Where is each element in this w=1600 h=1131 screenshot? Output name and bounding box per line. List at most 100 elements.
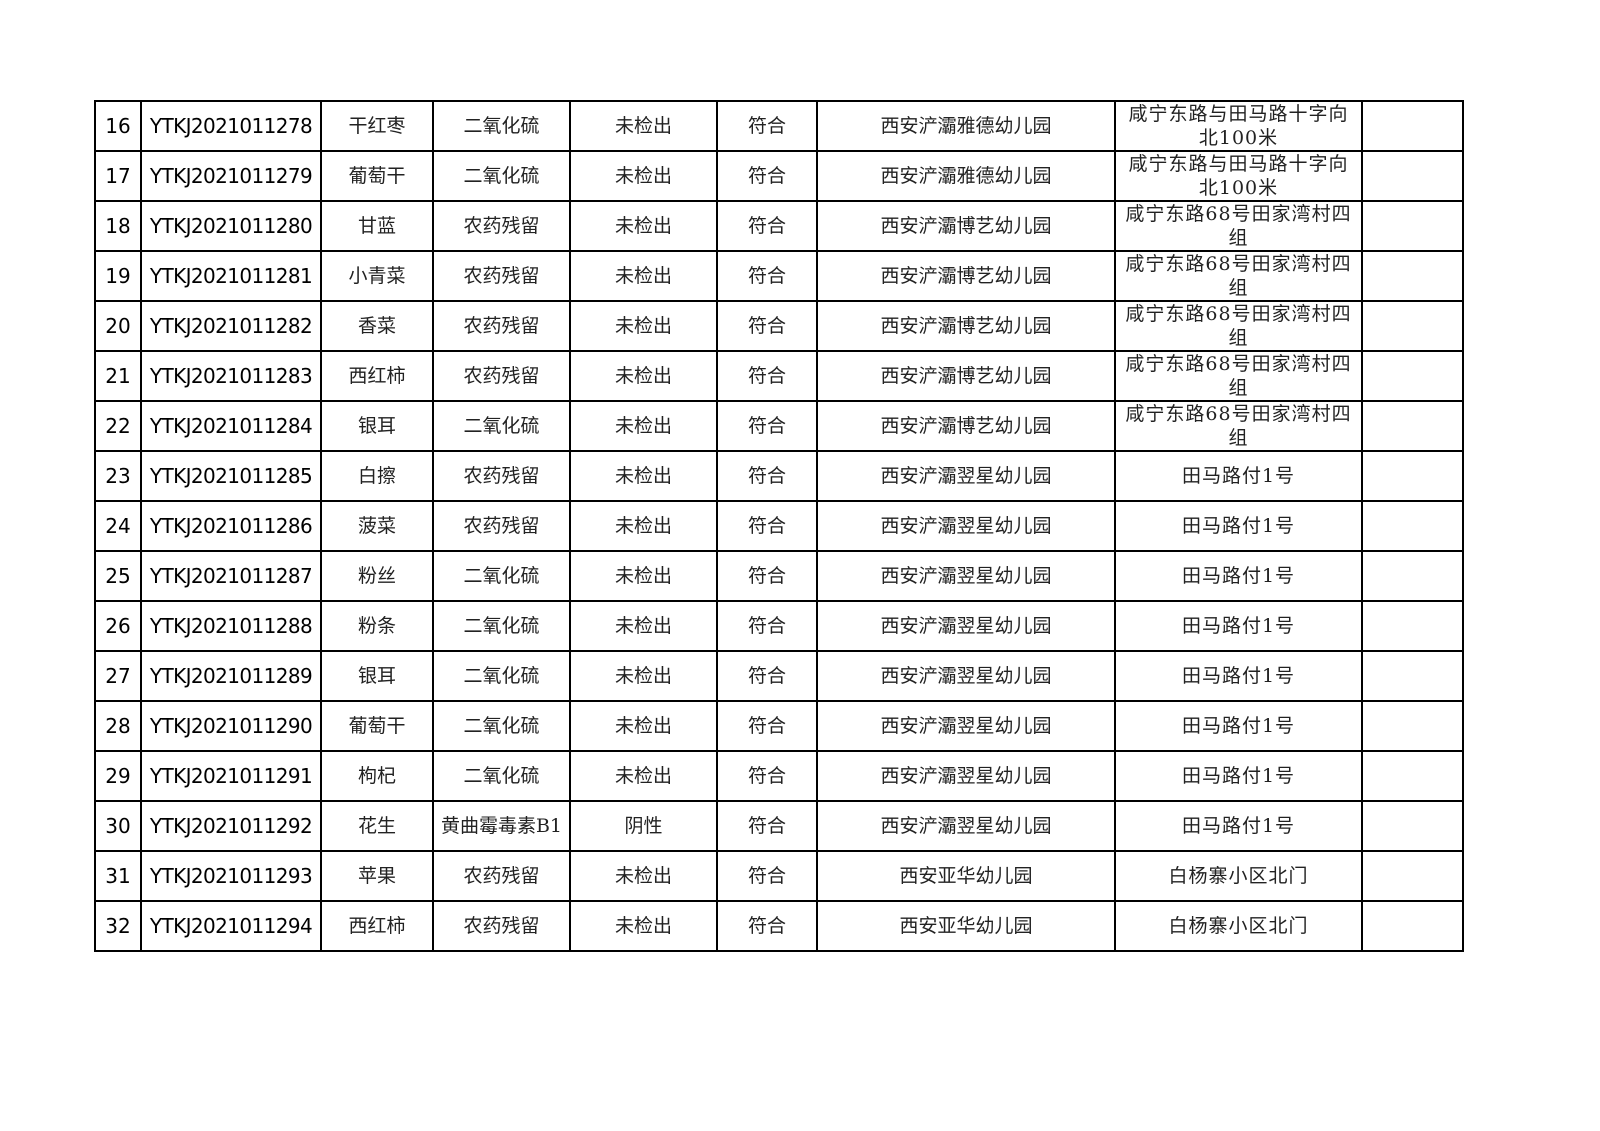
- inspection-results-table: 16 YTKJ2021011278 干红枣 二氧化硫 未检出 符合 西安浐灞雅德幼儿园 咸宁东…: [94, 100, 1464, 952]
- sample-name-cell: 菠菜: [320, 500, 434, 552]
- unit-address-cell: 田马路付1号: [1114, 500, 1363, 552]
- remark-cell: [1361, 600, 1464, 652]
- table-row: 30 YTKJ2021011292 花生 黄曲霉毒素B1 阴性 符合 西安浐灞翌星幼儿园 田马…: [94, 800, 1464, 852]
- sample-name-cell: 香菜: [320, 300, 434, 352]
- sample-code-cell: YTKJ2021011279: [140, 150, 322, 202]
- sampled-unit-cell: 西安浐灞博艺幼儿园: [816, 250, 1116, 302]
- sample-name-cell: 葡萄干: [320, 150, 434, 202]
- test-item-cell: 二氧化硫: [432, 700, 571, 752]
- remark-cell: [1361, 300, 1464, 352]
- row-number-cell: 28: [94, 700, 142, 752]
- test-result-cell: 未检出: [569, 350, 718, 402]
- sample-name-cell: 粉丝: [320, 550, 434, 602]
- unit-address-cell: 白杨寨小区北门: [1114, 850, 1363, 902]
- test-result-cell: 阴性: [569, 800, 718, 852]
- table-row: 23 YTKJ2021011285 白擦 农药残留 未检出 符合 西安浐灞翌星幼儿园 田马路付…: [94, 450, 1464, 502]
- judgment-cell: 符合: [716, 150, 818, 202]
- test-item-cell: 二氧化硫: [432, 550, 571, 602]
- remark-cell: [1361, 100, 1464, 152]
- sample-code-cell: YTKJ2021011283: [140, 350, 322, 402]
- judgment-cell: 符合: [716, 850, 818, 902]
- sampled-unit-cell: 西安浐灞博艺幼儿园: [816, 350, 1116, 402]
- test-result-cell: 未检出: [569, 750, 718, 802]
- sample-code-cell: YTKJ2021011284: [140, 400, 322, 452]
- sample-name-cell: 枸杞: [320, 750, 434, 802]
- remark-cell: [1361, 150, 1464, 202]
- test-item-cell: 二氧化硫: [432, 650, 571, 702]
- judgment-cell: 符合: [716, 450, 818, 502]
- judgment-cell: 符合: [716, 900, 818, 952]
- sample-code-cell: YTKJ2021011280: [140, 200, 322, 252]
- judgment-cell: 符合: [716, 200, 818, 252]
- judgment-cell: 符合: [716, 400, 818, 452]
- table-row: 32 YTKJ2021011294 西红柿 农药残留 未检出 符合 西安亚华幼儿园 白杨寨小区…: [94, 900, 1464, 952]
- sample-code-cell: YTKJ2021011294: [140, 900, 322, 952]
- sample-code-cell: YTKJ2021011291: [140, 750, 322, 802]
- remark-cell: [1361, 550, 1464, 602]
- sample-code-cell: YTKJ2021011292: [140, 800, 322, 852]
- table-row: 24 YTKJ2021011286 菠菜 农药残留 未检出 符合 西安浐灞翌星幼儿园 田马路付…: [94, 500, 1464, 552]
- sampled-unit-cell: 西安浐灞翌星幼儿园: [816, 750, 1116, 802]
- row-number-cell: 17: [94, 150, 142, 202]
- test-result-cell: 未检出: [569, 700, 718, 752]
- sampled-unit-cell: 西安浐灞翌星幼儿园: [816, 500, 1116, 552]
- sampled-unit-cell: 西安浐灞雅德幼儿园: [816, 150, 1116, 202]
- unit-address-cell: 咸宁东路与田马路十字向北100米: [1114, 100, 1363, 152]
- sample-name-cell: 小青菜: [320, 250, 434, 302]
- test-item-cell: 黄曲霉毒素B1: [432, 800, 571, 852]
- test-item-cell: 二氧化硫: [432, 150, 571, 202]
- sampled-unit-cell: 西安浐灞博艺幼儿园: [816, 400, 1116, 452]
- judgment-cell: 符合: [716, 650, 818, 702]
- table-row: 16 YTKJ2021011278 干红枣 二氧化硫 未检出 符合 西安浐灞雅德幼儿园 咸宁东…: [94, 100, 1464, 152]
- test-result-cell: 未检出: [569, 150, 718, 202]
- sampled-unit-cell: 西安浐灞翌星幼儿园: [816, 650, 1116, 702]
- sample-code-cell: YTKJ2021011286: [140, 500, 322, 552]
- judgment-cell: 符合: [716, 600, 818, 652]
- remark-cell: [1361, 450, 1464, 502]
- sampled-unit-cell: 西安浐灞博艺幼儿园: [816, 300, 1116, 352]
- test-result-cell: 未检出: [569, 850, 718, 902]
- table-row: 25 YTKJ2021011287 粉丝 二氧化硫 未检出 符合 西安浐灞翌星幼儿园 田马路付…: [94, 550, 1464, 602]
- sampled-unit-cell: 西安浐灞翌星幼儿园: [816, 450, 1116, 502]
- test-item-cell: 二氧化硫: [432, 100, 571, 152]
- sample-name-cell: 粉条: [320, 600, 434, 652]
- test-item-cell: 二氧化硫: [432, 400, 571, 452]
- remark-cell: [1361, 500, 1464, 552]
- unit-address-cell: 咸宁东路68号田家湾村四组: [1114, 250, 1363, 302]
- sample-name-cell: 银耳: [320, 650, 434, 702]
- unit-address-cell: 咸宁东路68号田家湾村四组: [1114, 300, 1363, 352]
- sample-name-cell: 甘蓝: [320, 200, 434, 252]
- row-number-cell: 21: [94, 350, 142, 402]
- judgment-cell: 符合: [716, 550, 818, 602]
- sampled-unit-cell: 西安浐灞翌星幼儿园: [816, 800, 1116, 852]
- row-number-cell: 25: [94, 550, 142, 602]
- row-number-cell: 31: [94, 850, 142, 902]
- test-item-cell: 农药残留: [432, 300, 571, 352]
- test-result-cell: 未检出: [569, 200, 718, 252]
- row-number-cell: 22: [94, 400, 142, 452]
- sample-name-cell: 苹果: [320, 850, 434, 902]
- test-result-cell: 未检出: [569, 250, 718, 302]
- sample-code-cell: YTKJ2021011293: [140, 850, 322, 902]
- row-number-cell: 23: [94, 450, 142, 502]
- sample-name-cell: 花生: [320, 800, 434, 852]
- test-result-cell: 未检出: [569, 500, 718, 552]
- unit-address-cell: 咸宁东路68号田家湾村四组: [1114, 350, 1363, 402]
- test-result-cell: 未检出: [569, 300, 718, 352]
- table-row: 19 YTKJ2021011281 小青菜 农药残留 未检出 符合 西安浐灞博艺幼儿园 咸宁东…: [94, 250, 1464, 302]
- judgment-cell: 符合: [716, 800, 818, 852]
- sample-code-cell: YTKJ2021011282: [140, 300, 322, 352]
- test-item-cell: 二氧化硫: [432, 600, 571, 652]
- test-item-cell: 农药残留: [432, 200, 571, 252]
- row-number-cell: 24: [94, 500, 142, 552]
- test-result-cell: 未检出: [569, 900, 718, 952]
- test-item-cell: 农药残留: [432, 900, 571, 952]
- sample-code-cell: YTKJ2021011290: [140, 700, 322, 752]
- table-row: 26 YTKJ2021011288 粉条 二氧化硫 未检出 符合 西安浐灞翌星幼儿园 田马路付…: [94, 600, 1464, 652]
- remark-cell: [1361, 700, 1464, 752]
- test-item-cell: 农药残留: [432, 350, 571, 402]
- test-item-cell: 农药残留: [432, 500, 571, 552]
- remark-cell: [1361, 400, 1464, 452]
- test-result-cell: 未检出: [569, 450, 718, 502]
- remark-cell: [1361, 850, 1464, 902]
